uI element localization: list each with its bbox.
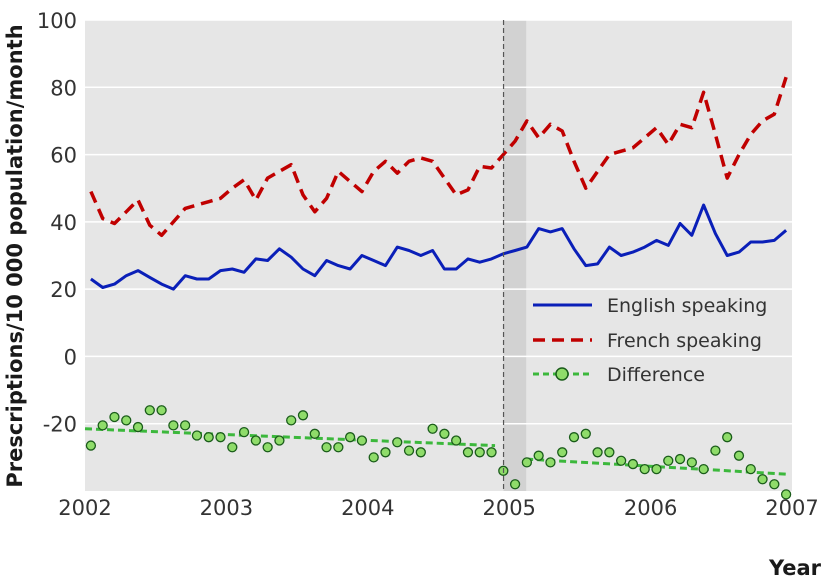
intervention-shade (503, 20, 527, 491)
difference-point (533, 450, 544, 461)
difference-point (321, 442, 332, 453)
trend-lines (84, 427, 787, 476)
x-tick-label: 2004 (341, 496, 394, 520)
y-tick-label: 0 (64, 345, 77, 369)
x-tick-label: 2005 (482, 496, 535, 520)
legend-english-label: English speaking (607, 295, 767, 317)
difference-point (344, 432, 356, 443)
difference-point (180, 420, 191, 431)
difference-markers (85, 405, 792, 500)
difference-point (403, 445, 415, 456)
gridlines (85, 19, 792, 425)
difference-point (238, 426, 250, 438)
difference-point (392, 437, 403, 448)
difference-point (121, 415, 132, 426)
y-axis-title: Prescriptions/10 000 population/month (3, 24, 27, 487)
difference-point (604, 447, 615, 458)
difference-point (132, 421, 144, 433)
difference-point (85, 440, 97, 451)
legend-french-label: French speaking (607, 330, 762, 352)
difference-point (580, 428, 591, 439)
legend-difference-marker (555, 367, 569, 381)
difference-point (368, 452, 379, 463)
difference-point (462, 447, 474, 458)
difference-point (757, 474, 768, 485)
difference-point (651, 463, 662, 475)
x-tick-label: 2003 (200, 496, 253, 520)
y-tick-label: 40 (50, 211, 77, 235)
difference-point (191, 430, 203, 441)
difference-point (333, 442, 344, 453)
difference-point (710, 445, 721, 456)
x-tick-labels: 2002 2003 2004 2005 2006 2007 (58, 496, 818, 520)
french-speaking-line (89, 76, 788, 238)
difference-point (557, 447, 568, 458)
difference-point (415, 447, 426, 458)
y-tick-label: 80 (50, 76, 77, 100)
english-speaking-line (90, 203, 788, 291)
difference-point (451, 435, 462, 446)
plot-background (85, 20, 792, 491)
x-tick-label: 2006 (624, 496, 677, 520)
difference-point (309, 428, 320, 439)
difference-point (545, 457, 556, 468)
difference-point (439, 428, 450, 439)
difference-point (156, 405, 167, 416)
difference-point (203, 432, 214, 443)
y-tick-label: 100 (37, 9, 77, 33)
difference-trend-line (84, 427, 496, 448)
difference-point (250, 435, 262, 446)
difference-point (509, 479, 521, 490)
difference-point (698, 463, 709, 475)
difference-point (639, 463, 650, 475)
difference-point (592, 447, 603, 458)
difference-point (297, 410, 309, 421)
difference-point (722, 432, 733, 443)
difference-point (568, 432, 580, 443)
difference-point (227, 442, 238, 453)
difference-point (380, 447, 391, 458)
x-axis-title: Year (768, 556, 822, 580)
x-tick-label: 2007 (765, 496, 818, 520)
difference-point (144, 405, 155, 416)
difference-point (769, 479, 780, 490)
y-tick-label: 60 (50, 144, 77, 168)
difference-point (733, 450, 745, 461)
difference-point (474, 447, 485, 458)
difference-point (168, 420, 179, 431)
difference-point (615, 455, 627, 466)
difference-point (663, 455, 674, 466)
difference-point (97, 420, 108, 431)
y-tick-label: 20 (50, 278, 77, 302)
difference-point (109, 411, 120, 423)
difference-point (215, 432, 226, 443)
difference-point (486, 447, 497, 458)
y-tick-label: -20 (43, 413, 77, 437)
difference-point (521, 457, 533, 468)
difference-point (780, 489, 792, 500)
difference-point (262, 442, 273, 453)
difference-point (686, 457, 697, 468)
difference-point (674, 453, 686, 465)
intervention-band (503, 20, 527, 491)
difference-point (274, 435, 285, 446)
difference-point (627, 458, 639, 470)
y-tick-labels: -20 0 20 40 60 80 100 (37, 9, 77, 437)
series-lines (89, 76, 788, 291)
difference-point (427, 423, 438, 434)
difference-point (745, 463, 756, 475)
legend-difference-label: Difference (607, 364, 705, 386)
legend: English speaking French speaking Differe… (533, 295, 767, 386)
difference-point (286, 415, 297, 426)
x-tick-label: 2002 (58, 496, 111, 520)
difference-point (356, 435, 368, 446)
